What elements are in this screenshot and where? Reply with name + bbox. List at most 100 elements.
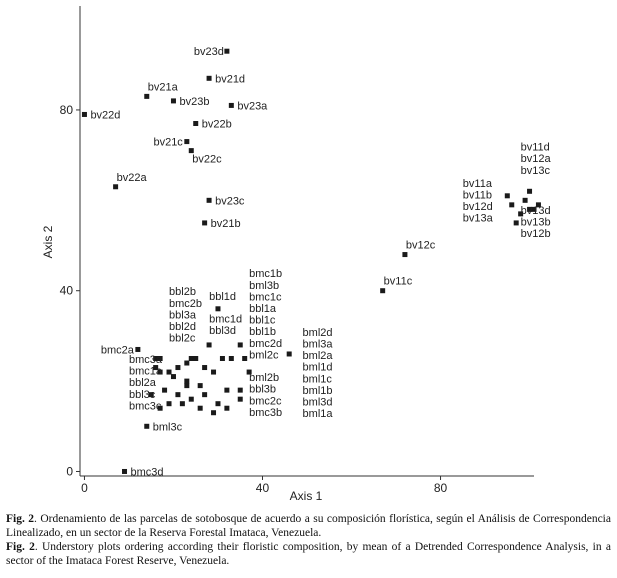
- data-point: [535, 202, 541, 208]
- data-point: [237, 396, 243, 402]
- data-point: [184, 360, 190, 366]
- point-label: bbl1a: [249, 303, 277, 315]
- point-label: bml3c: [153, 421, 183, 433]
- data-point: [175, 392, 181, 398]
- data-point: [531, 206, 537, 212]
- data-point: [202, 220, 208, 226]
- data-point: [175, 365, 181, 371]
- data-point: [224, 48, 230, 54]
- y-tick-label: 40: [60, 284, 74, 298]
- y-tick-label: 0: [66, 464, 73, 478]
- point-label: bml2b: [249, 372, 279, 384]
- data-point: [144, 93, 150, 99]
- caption-es-prefix: Fig. 2: [6, 513, 35, 525]
- point-label: bv12b: [521, 228, 551, 240]
- point-label: bmc2a: [101, 344, 135, 356]
- data-point: [219, 356, 225, 361]
- data-point: [148, 392, 154, 398]
- point-label: bbl3b: [249, 384, 276, 396]
- point-label: bml3d: [303, 397, 333, 409]
- point-label: bml3a: [303, 339, 334, 351]
- point-label: bv12a: [521, 153, 552, 165]
- data-point: [170, 98, 176, 104]
- data-point: [197, 383, 203, 389]
- point-label: bml1d: [303, 362, 333, 374]
- point-label: bmc2d: [249, 338, 282, 350]
- data-points: [81, 48, 541, 474]
- data-point: [193, 121, 199, 126]
- data-point: [402, 252, 408, 258]
- data-point: [202, 392, 208, 398]
- data-point: [228, 102, 234, 108]
- data-point: [509, 202, 515, 208]
- y-axis-label: Axis 2: [41, 225, 55, 258]
- data-point: [202, 365, 208, 371]
- data-point: [504, 193, 510, 199]
- caption-en-text: . Understory plots ordering according th…: [6, 541, 611, 567]
- point-label: bv23b: [179, 96, 209, 108]
- data-point: [197, 405, 203, 411]
- data-point: [157, 356, 163, 361]
- point-label: bbl1b: [249, 326, 276, 338]
- data-point: [380, 288, 386, 294]
- data-point: [179, 401, 185, 407]
- data-point: [527, 188, 533, 194]
- axes: 0 40 80 0 40 80: [60, 6, 534, 495]
- point-label: bml1a: [303, 408, 334, 420]
- point-label: bmc2c: [249, 395, 282, 407]
- point-label: bv11b: [463, 189, 492, 201]
- data-point: [518, 211, 524, 217]
- data-point: [162, 387, 168, 393]
- point-label: bmc3a: [129, 354, 163, 366]
- x-tick-label: 80: [434, 481, 448, 495]
- point-label: bmc1d: [209, 313, 242, 325]
- point-label: bv13d: [521, 205, 551, 217]
- data-point: [184, 383, 190, 389]
- point-label: bmc2b: [169, 298, 202, 310]
- data-point: [215, 306, 221, 312]
- point-label: bbl2b: [169, 286, 196, 298]
- point-label: bbl1c: [249, 315, 276, 327]
- data-point: [206, 342, 212, 348]
- point-label: bv12d: [463, 201, 493, 213]
- point-label: bmc3c: [129, 400, 162, 412]
- point-label: bv11d: [521, 142, 550, 154]
- data-point: [188, 148, 194, 154]
- point-label: bbl3a: [169, 309, 197, 321]
- x-tick-label: 0: [81, 481, 88, 495]
- data-point: [193, 356, 199, 361]
- data-point: [113, 184, 119, 190]
- point-label: bbl2a: [129, 377, 157, 389]
- data-point: [527, 206, 533, 212]
- point-label: bmc1c: [249, 291, 282, 303]
- data-point: [237, 387, 243, 393]
- caption-english: Fig. 2. Understory plots ordering accord…: [6, 540, 611, 568]
- point-label: bv21a: [148, 81, 179, 93]
- point-label: bmc3d: [131, 466, 164, 478]
- data-point: [81, 111, 87, 117]
- data-point: [122, 468, 128, 474]
- data-point: [153, 356, 159, 361]
- point-label: bv12c: [406, 240, 436, 252]
- data-point: [188, 396, 194, 402]
- x-tick-label: 40: [256, 481, 270, 495]
- point-label: bv23a: [237, 100, 268, 112]
- data-point: [237, 342, 243, 348]
- point-label: bv22a: [117, 172, 148, 184]
- point-label: bbl2c: [169, 333, 196, 345]
- point-label: bmc1b: [249, 268, 282, 280]
- point-label: bv13b: [521, 216, 551, 228]
- data-point: [224, 405, 230, 411]
- point-label: bml2c: [249, 349, 279, 361]
- point-label: bv13a: [463, 213, 494, 225]
- point-label: bv11c: [384, 276, 413, 288]
- point-label: bbl3c: [129, 389, 156, 401]
- data-point: [184, 378, 190, 384]
- caption-spanish: Fig. 2. Ordenamiento de las parcelas de …: [6, 512, 611, 540]
- data-point: [224, 387, 230, 393]
- caption-es-text: . Ordenamiento de las parcelas de sotobo…: [6, 513, 611, 539]
- point-label: bv22b: [202, 119, 232, 131]
- point-label: bv13c: [521, 165, 551, 177]
- point-label: bbl3d: [209, 325, 236, 337]
